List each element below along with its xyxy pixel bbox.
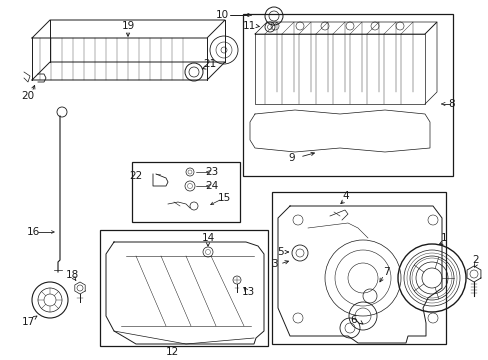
Text: 16: 16 xyxy=(26,227,40,237)
Bar xyxy=(100,230,267,346)
Bar xyxy=(132,162,240,222)
Text: 19: 19 xyxy=(121,21,134,31)
Bar xyxy=(243,14,452,176)
Text: 7: 7 xyxy=(382,267,388,277)
Text: 3: 3 xyxy=(270,259,277,269)
Bar xyxy=(271,192,445,344)
Text: 23: 23 xyxy=(205,167,218,177)
Text: 20: 20 xyxy=(21,91,35,101)
Text: 21: 21 xyxy=(203,59,216,69)
Text: 12: 12 xyxy=(165,347,178,357)
Text: 10: 10 xyxy=(215,10,228,20)
Text: 15: 15 xyxy=(217,193,230,203)
Text: 1: 1 xyxy=(440,233,447,243)
Text: 11: 11 xyxy=(242,21,255,31)
Text: 18: 18 xyxy=(65,270,79,280)
Text: 13: 13 xyxy=(241,287,254,297)
Text: 5: 5 xyxy=(276,247,283,257)
Text: 2: 2 xyxy=(472,255,478,265)
Text: 9: 9 xyxy=(288,153,295,163)
Text: 4: 4 xyxy=(342,191,348,201)
Text: 17: 17 xyxy=(21,317,35,327)
Text: 22: 22 xyxy=(129,171,142,181)
Text: 8: 8 xyxy=(448,99,454,109)
Text: 14: 14 xyxy=(201,233,214,243)
Text: 24: 24 xyxy=(205,181,218,191)
Text: 6: 6 xyxy=(350,315,357,325)
